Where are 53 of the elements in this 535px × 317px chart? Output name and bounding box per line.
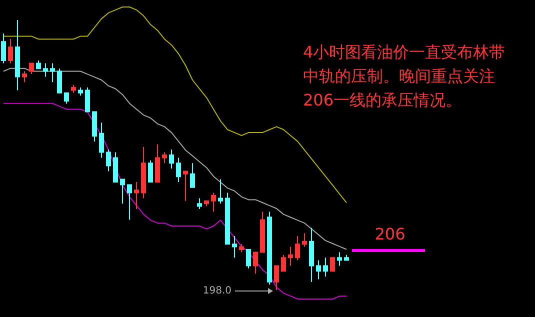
candlestick — [183, 170, 188, 202]
candlestick — [22, 70, 27, 83]
candlestick — [169, 149, 174, 169]
annotation: 198.0 — [202, 286, 232, 296]
candlestick — [302, 232, 307, 248]
candlestick — [71, 84, 76, 94]
candlestick — [232, 236, 237, 258]
candlestick — [204, 200, 209, 207]
candlestick — [288, 246, 293, 266]
candlestick — [92, 111, 97, 142]
candlestick — [316, 260, 321, 280]
candlestick — [253, 252, 258, 274]
candlestick — [344, 254, 349, 261]
candlestick — [323, 257, 328, 277]
candlestick — [190, 162, 195, 188]
candlestick — [239, 244, 244, 253]
candlestick — [120, 178, 125, 204]
candlestick — [1, 33, 6, 64]
candlestick — [162, 152, 167, 164]
candlestick — [127, 184, 132, 220]
candlestick — [337, 252, 342, 266]
candlestick — [99, 122, 104, 158]
candlestick — [281, 254, 286, 272]
candlestick — [295, 236, 300, 261]
candlestick — [309, 227, 314, 282]
candlestick — [50, 62, 55, 83]
annotation: 4小时图看油价一直受布林带中轨的压制。晚间重点关注206一线的承压情况。 — [303, 42, 506, 110]
candlestick — [43, 62, 48, 78]
candlestick — [197, 198, 202, 210]
candlestick — [330, 257, 335, 272]
candlestick — [78, 87, 83, 96]
candlestick — [211, 192, 216, 212]
candlestick — [141, 146, 146, 199]
candlestick — [155, 144, 160, 182]
candlestick — [106, 149, 111, 172]
candlestick — [274, 265, 279, 290]
candlestick — [57, 68, 62, 94]
candlestick — [36, 60, 41, 70]
candlestick — [15, 20, 20, 91]
candlestick — [113, 152, 118, 182]
candlestick — [148, 160, 153, 182]
candlestick — [134, 182, 139, 210]
text: 206 — [374, 224, 406, 244]
candlestick — [176, 157, 181, 182]
candlestick — [64, 92, 69, 104]
candlestick — [85, 87, 90, 112]
candlestick — [246, 249, 251, 269]
candlestick — [225, 192, 230, 245]
candlestick — [260, 211, 265, 253]
candlestick — [267, 211, 272, 286]
candlestick — [29, 62, 34, 74]
candlestick — [8, 38, 13, 64]
candlestick — [218, 178, 223, 204]
